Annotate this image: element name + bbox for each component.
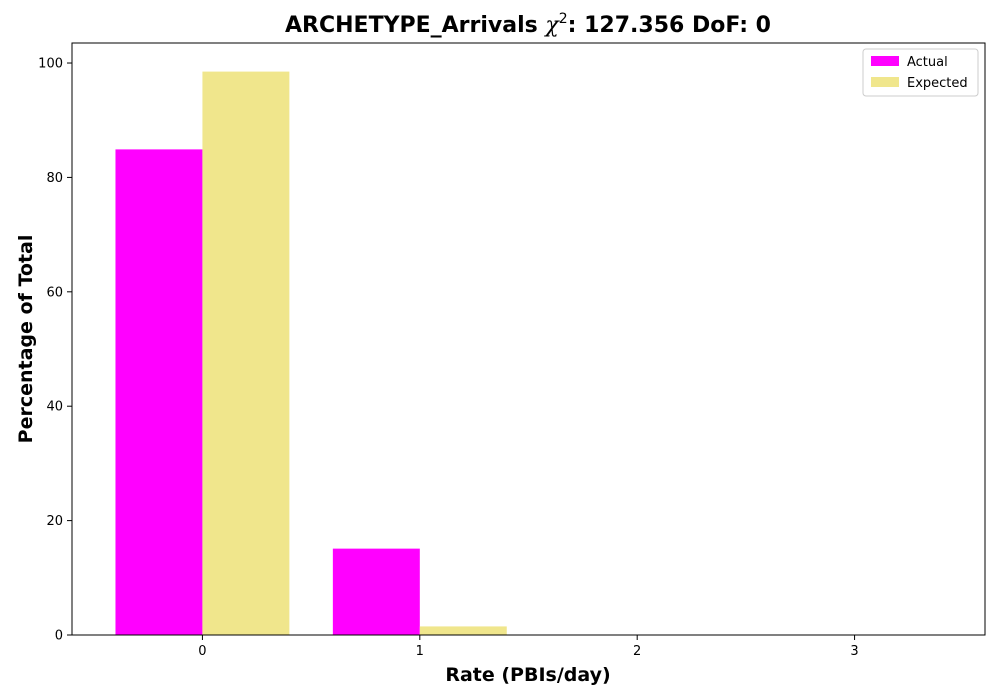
legend-label-actual: Actual [907, 55, 948, 70]
ticks: 0 1 2 3 0 20 40 60 80 100 [38, 57, 859, 659]
y-axis-label: Percentage of Total [15, 235, 37, 444]
x-axis-label: Rate (PBIs/day) [445, 664, 610, 686]
legend: Actual Expected [862, 48, 979, 97]
x-tick-label: 3 [850, 644, 858, 659]
chart-title: ARCHETYPE_Arrivals χ2: 127.356 DoF: 0 [285, 11, 771, 38]
bar-actual-0 [115, 149, 203, 635]
x-tick-label: 2 [633, 644, 641, 659]
y-tick-label: 60 [46, 285, 63, 300]
bar-actual-1 [332, 548, 420, 635]
chart-title-symbol: χ [543, 13, 560, 38]
y-tick-label: 20 [46, 514, 63, 529]
chart-title-prefix: ARCHETYPE_Arrivals [285, 13, 545, 38]
bar-expected-0 [202, 71, 290, 635]
legend-swatch-expected [871, 77, 899, 87]
x-tick-label: 0 [198, 644, 206, 659]
legend-swatch-actual [871, 56, 899, 66]
y-tick-label: 100 [38, 57, 63, 72]
plot-frame [71, 42, 986, 636]
bar-expected-1 [419, 626, 507, 635]
x-tick-label: 1 [416, 644, 424, 659]
y-tick-label: 40 [46, 400, 63, 415]
y-tick-label: 80 [46, 171, 63, 186]
chart-title-sup: 2 [559, 11, 568, 27]
y-tick-label: 0 [55, 629, 63, 644]
chart-title-suffix: : 127.356 DoF: 0 [568, 13, 771, 38]
legend-label-expected: Expected [907, 76, 968, 91]
bars [115, 71, 507, 635]
